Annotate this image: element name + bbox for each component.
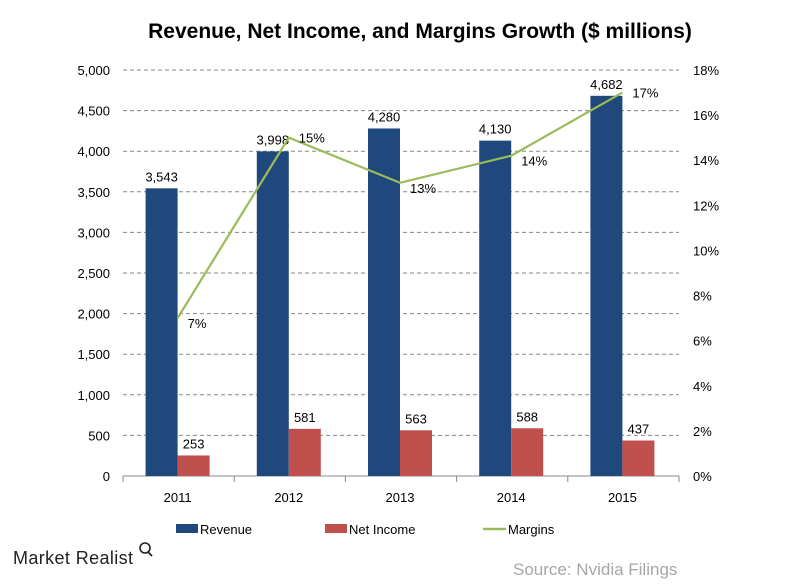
net-income-data-label: 563 xyxy=(405,411,427,426)
legend: Revenue Net Income Margins xyxy=(176,522,555,537)
net-income-bar xyxy=(511,428,544,476)
legend-label-margins: Margins xyxy=(508,522,555,537)
legend-label-net-income: Net Income xyxy=(349,522,415,537)
y-left-tick-label: 1,000 xyxy=(77,388,110,403)
y-right-tick-label: 16% xyxy=(693,108,719,123)
y-left-tick-label: 3,500 xyxy=(77,185,110,200)
revenue-data-label: 4,682 xyxy=(590,77,623,92)
revenue-bar xyxy=(256,151,289,476)
x-tick-label: 2014 xyxy=(497,490,526,505)
logo-text: Market Realist xyxy=(13,548,133,568)
chart-title: Revenue, Net Income, and Margins Growth … xyxy=(148,20,692,43)
y-right-tick-label: 6% xyxy=(693,334,712,349)
y-left-tick-label: 4,000 xyxy=(77,144,110,159)
y-right-tick-label: 14% xyxy=(693,153,719,168)
y-right-tick-label: 0% xyxy=(693,469,712,484)
y-left-tick-label: 3,000 xyxy=(77,225,110,240)
revenue-bar xyxy=(479,140,512,477)
margins-data-label: 15% xyxy=(299,131,325,146)
magnifier-icon xyxy=(139,542,151,554)
revenue-data-label: 3,998 xyxy=(257,132,290,147)
x-tick-label: 2015 xyxy=(608,490,637,505)
x-tick-label: 2011 xyxy=(164,490,192,505)
revenue-bar xyxy=(590,95,623,477)
legend-label-revenue: Revenue xyxy=(200,522,252,537)
y-right-tick-label: 2% xyxy=(693,424,712,439)
net-income-bar xyxy=(177,455,210,476)
net-income-data-label: 437 xyxy=(628,422,650,437)
y-left-tick-label: 2,000 xyxy=(77,307,110,322)
revenue-data-label: 4,130 xyxy=(479,122,512,137)
y-right-tick-label: 12% xyxy=(693,198,719,213)
net-income-data-label: 253 xyxy=(183,436,205,451)
market-realist-logo: Market Realist xyxy=(13,542,153,568)
net-income-bar xyxy=(622,440,655,476)
net-income-bar xyxy=(288,428,321,476)
revenue-bar xyxy=(368,128,400,477)
y-left-tick-label: 5,000 xyxy=(77,63,110,78)
margins-data-label: 17% xyxy=(632,86,658,101)
revenue-data-label: 4,280 xyxy=(368,109,401,124)
y-left-tick-label: 0 xyxy=(103,469,110,484)
revenue-bar xyxy=(145,188,178,476)
x-tick-label: 2012 xyxy=(274,490,303,505)
source-note: Source: Nvidia Filings xyxy=(513,560,677,579)
net-income-data-label: 588 xyxy=(516,409,538,424)
y-right-tick-label: 8% xyxy=(693,289,712,304)
y-left-tick-label: 4,500 xyxy=(77,104,110,119)
margins-data-label: 13% xyxy=(410,181,436,196)
y-left-tick-label: 1,500 xyxy=(77,347,110,362)
y-right-tick-label: 4% xyxy=(693,379,712,394)
y-left-tick-label: 500 xyxy=(88,428,110,443)
legend-swatch-revenue xyxy=(176,524,198,533)
margins-data-label: 14% xyxy=(521,154,547,169)
y-right-tick-label: 18% xyxy=(693,63,719,78)
y-right-tick-label: 10% xyxy=(693,243,719,258)
revenue-data-label: 3,543 xyxy=(145,169,178,184)
y-left-tick-label: 2,500 xyxy=(77,266,110,281)
x-tick-label: 2013 xyxy=(386,490,415,505)
net-income-bar xyxy=(400,430,432,476)
legend-swatch-net-income xyxy=(325,524,347,533)
net-income-data-label: 581 xyxy=(294,410,316,425)
margins-data-label: 7% xyxy=(188,316,207,331)
